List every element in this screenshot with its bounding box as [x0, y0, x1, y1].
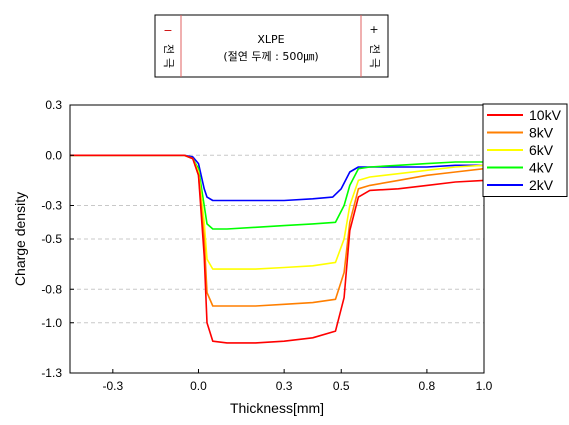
y-tick-label: -1.3: [41, 366, 62, 380]
legend-label-10kV: 10kV: [529, 107, 562, 123]
left-electrode-label-top: 전: [162, 44, 175, 54]
axis-ticks: 0.3 0.0 -0.3 -0.5 -0.8 -1.0 -1.3 -0.3 0.0 0.3 0.5 0…: [41, 98, 492, 393]
left-electrode-label-bottom: 극: [162, 58, 175, 68]
series-line-2kV: [70, 154, 484, 202]
grid: [70, 104, 484, 374]
x-tick-label: 0.8: [419, 379, 436, 393]
specimen-subtitle: (절연 두께 : 500㎛): [223, 50, 318, 63]
legend-label-2kV: 2kV: [529, 177, 554, 193]
right-electrode-sign: +: [369, 23, 378, 36]
right-electrode-label-bottom: 극: [368, 58, 381, 68]
legend-label-6kV: 6kV: [529, 142, 554, 158]
y-tick-label: 0.0: [45, 148, 62, 162]
series-line-6kV: [70, 154, 485, 270]
y-tick-label: -0.5: [41, 232, 62, 246]
legend-label-8kV: 8kV: [529, 125, 554, 141]
y-tick-label: -0.3: [41, 199, 62, 213]
x-axis-title: Thickness[mm]: [230, 400, 324, 416]
specimen-box: [154, 14, 389, 78]
x-tick-label: 0.3: [276, 379, 293, 393]
legend-label-4kV: 4kV: [529, 160, 554, 176]
y-tick-label: -0.8: [41, 282, 62, 296]
specimen-title: XLPE: [257, 33, 284, 46]
series-lines: [70, 154, 485, 344]
specimen-diagram: − 전 극 + 전 극 XLPE (절연 두께 : 500㎛): [154, 14, 389, 78]
series-line-10kV: [70, 154, 485, 344]
x-tick-label: 1.0: [476, 379, 493, 393]
left-electrode-sign: −: [163, 24, 172, 37]
x-tick-label: 0.0: [190, 379, 207, 393]
right-electrode-label-top: 전: [368, 44, 381, 54]
y-tick-label: 0.3: [45, 98, 62, 112]
y-tick-label: -1.0: [41, 316, 62, 330]
x-tick-label: -0.3: [102, 379, 123, 393]
x-tick-label: 0.5: [333, 379, 350, 393]
y-axis-title: Charge density: [12, 192, 28, 286]
series-line-8kV: [70, 154, 485, 307]
